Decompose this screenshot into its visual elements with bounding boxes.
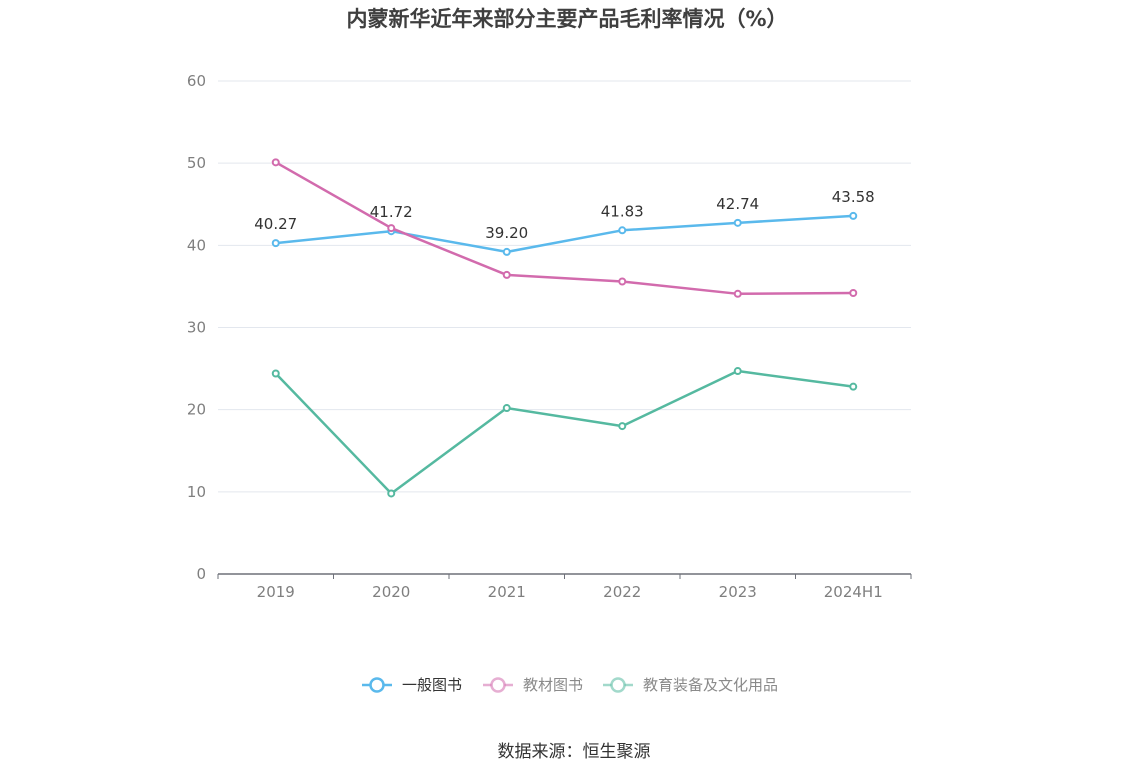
y-tick-label: 30 [187, 319, 206, 337]
data-point[interactable] [271, 158, 280, 167]
chart-title: 内蒙新华近年来部分主要产品毛利率情况（%） [346, 7, 787, 31]
axes: 0 10 20 30 40 50 60 2019 2020 2021 2022 2023 2024H1 [187, 72, 912, 601]
data-label: 41.83 [601, 202, 644, 220]
x-tick-label: 2020 [372, 583, 410, 601]
legend-marker-icon [369, 677, 385, 693]
data-label: 39.20 [485, 224, 528, 242]
y-tick-label: 10 [187, 483, 206, 501]
legend-item[interactable]: 教材图书 [483, 676, 583, 694]
legend-label: 教育装备及文化用品 [643, 676, 778, 694]
legend-marker-icon [610, 677, 626, 693]
data-point[interactable] [387, 489, 396, 498]
y-tick-label: 50 [187, 154, 206, 172]
series-line [274, 369, 854, 495]
series-line [275, 214, 854, 254]
data-point[interactable] [618, 226, 627, 235]
legend[interactable]: 一般图书 教材图书 教育装备及文化用品 [362, 676, 778, 694]
series-lines [271, 158, 858, 498]
data-label: 43.58 [832, 188, 875, 206]
data-point[interactable] [618, 422, 627, 431]
x-tick-label: 2019 [257, 583, 295, 601]
data-point[interactable] [271, 239, 280, 248]
legend-label: 一般图书 [402, 676, 462, 694]
data-labels: 40.27 41.72 39.20 41.83 42.74 43.58 [254, 188, 874, 242]
data-point[interactable] [733, 218, 742, 227]
data-point[interactable] [618, 277, 627, 286]
data-label: 40.27 [254, 215, 297, 233]
data-point[interactable] [849, 211, 858, 220]
y-tick-label: 20 [187, 401, 206, 419]
legend-item[interactable]: 一般图书 [362, 676, 462, 694]
legend-label: 教材图书 [523, 676, 583, 694]
legend-marker-icon [490, 677, 506, 693]
data-point[interactable] [502, 270, 511, 279]
x-tick-label: 2024H1 [824, 583, 883, 601]
data-point[interactable] [502, 247, 511, 256]
x-tick-label: 2023 [719, 583, 757, 601]
data-point[interactable] [502, 404, 511, 413]
x-tick-label: 2021 [488, 583, 526, 601]
data-label: 41.72 [370, 203, 413, 221]
data-point[interactable] [733, 289, 742, 298]
x-tick-label: 2022 [603, 583, 641, 601]
data-point[interactable] [271, 369, 280, 378]
y-tick-label: 0 [196, 565, 206, 583]
y-tick-label: 60 [187, 72, 206, 90]
data-point[interactable] [849, 382, 858, 391]
data-point[interactable] [849, 288, 858, 297]
y-tick-label: 40 [187, 236, 206, 254]
series-line [275, 161, 854, 296]
data-point[interactable] [733, 367, 742, 376]
legend-item[interactable]: 教育装备及文化用品 [603, 676, 778, 694]
data-label: 42.74 [716, 195, 759, 213]
grid-lines [218, 80, 911, 493]
data-point[interactable] [387, 224, 396, 233]
source-note: 数据来源：恒生聚源 [498, 742, 651, 762]
